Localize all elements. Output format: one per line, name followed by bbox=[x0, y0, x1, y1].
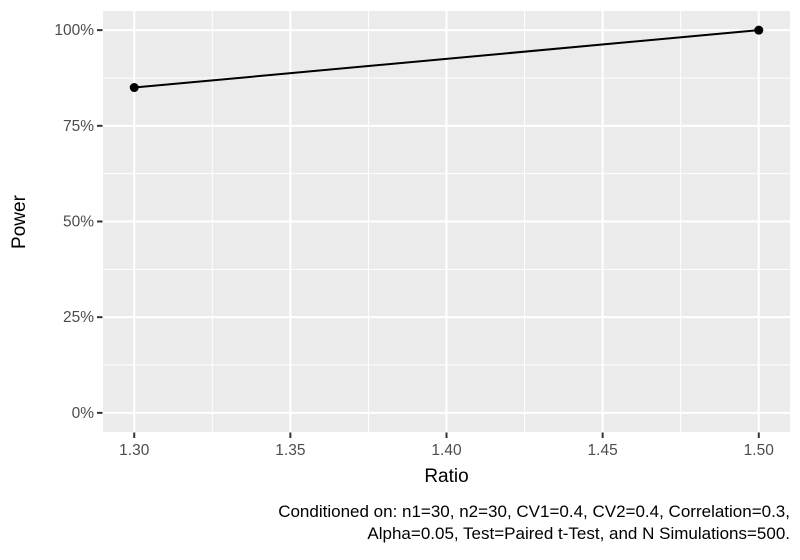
y-tick-label: 100% bbox=[54, 22, 94, 39]
y-tick-label: 0% bbox=[72, 405, 95, 422]
x-tick-label: 1.45 bbox=[588, 442, 618, 459]
plot-caption: Conditioned on: n1=30, n2=30, CV1=0.4, C… bbox=[278, 501, 790, 545]
data-point bbox=[754, 25, 764, 35]
series-line bbox=[133, 29, 760, 89]
y-tick-label: 50% bbox=[63, 214, 94, 231]
y-axis-title: Power bbox=[9, 195, 30, 249]
data-point bbox=[129, 83, 139, 93]
x-axis-title: Ratio bbox=[424, 466, 469, 487]
y-tick-label: 75% bbox=[63, 118, 94, 135]
x-tick-label: 1.50 bbox=[744, 442, 775, 459]
x-tick-label: 1.40 bbox=[431, 442, 462, 459]
caption-line-2: Alpha=0.05, Test=Paired t-Test, and N Si… bbox=[367, 524, 790, 543]
x-tick-label: 1.30 bbox=[119, 442, 150, 459]
y-tick-label: 25% bbox=[63, 309, 94, 326]
caption-line-1: Conditioned on: n1=30, n2=30, CV1=0.4, C… bbox=[278, 502, 790, 521]
x-tick-label: 1.35 bbox=[275, 442, 305, 459]
